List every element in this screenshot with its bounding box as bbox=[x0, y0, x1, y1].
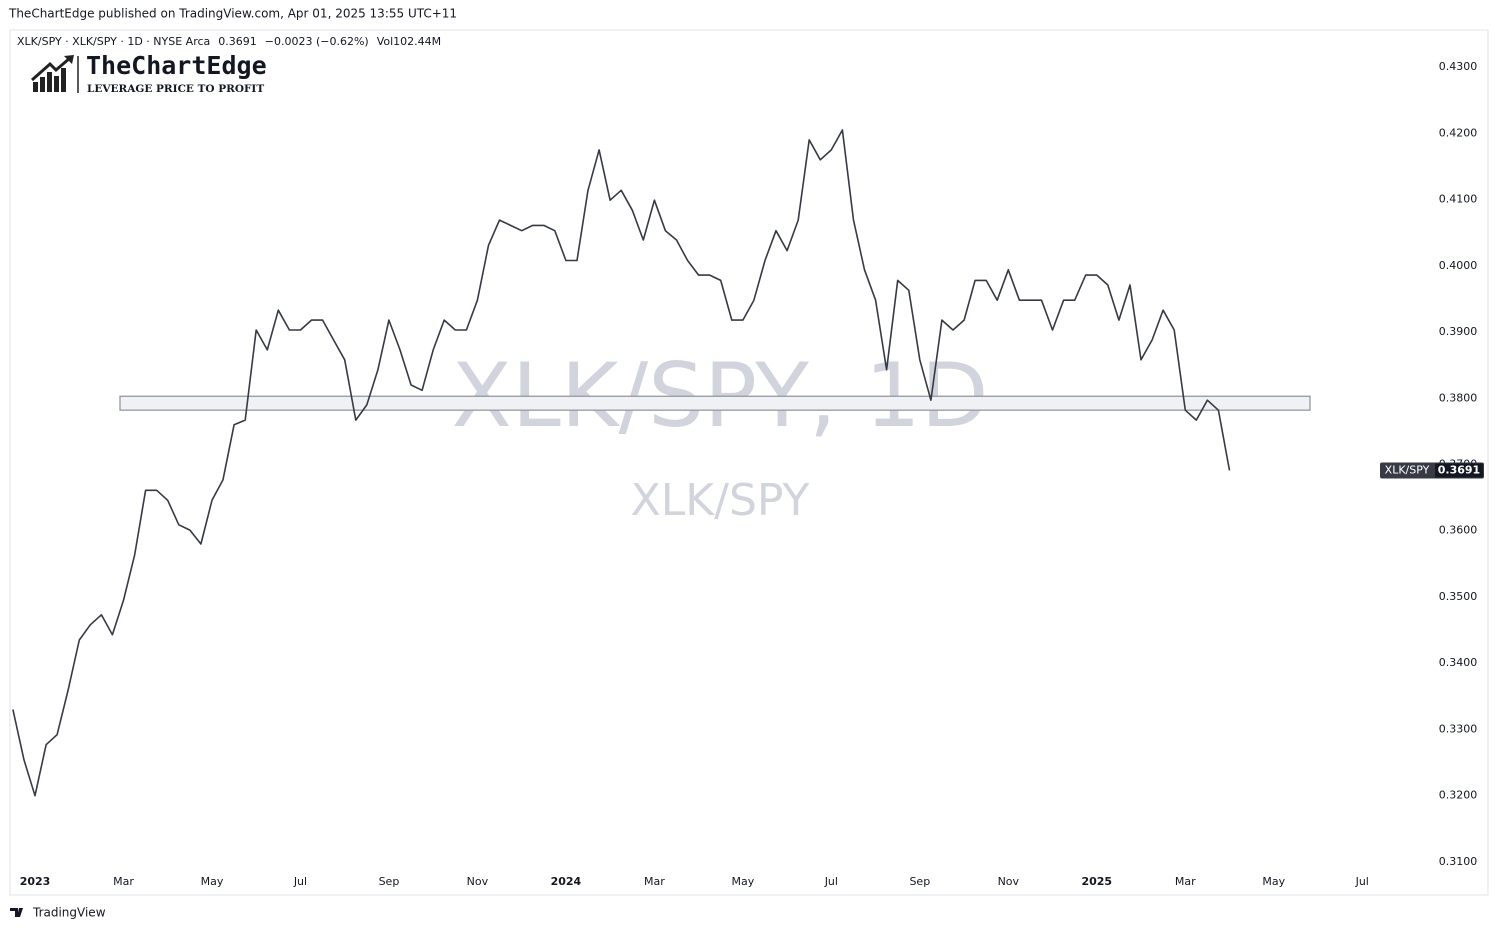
y-tick-label: 0.4100 bbox=[1439, 193, 1478, 206]
y-tick-label: 0.4200 bbox=[1439, 126, 1478, 139]
legend-volume: Vol102.44M bbox=[377, 35, 441, 48]
x-tick-label: Mar bbox=[113, 875, 134, 888]
x-tick-label: Jul bbox=[1355, 875, 1369, 888]
footer: TradingView bbox=[32, 906, 106, 920]
legend-last: 0.3691 bbox=[218, 35, 257, 48]
logo-name: TheChartEdge bbox=[86, 51, 267, 80]
legend-change: −0.0023 (−0.62%) bbox=[265, 35, 369, 48]
x-tick-label: Jul bbox=[293, 875, 307, 888]
y-tick-label: 0.3900 bbox=[1439, 325, 1478, 338]
chart-frame bbox=[9, 29, 1489, 896]
x-tick-label: 2025 bbox=[1081, 875, 1112, 888]
x-tick-label: Jul bbox=[824, 875, 838, 888]
legend: XLK/SPY · XLK/SPY · 1D · NYSE Arca 0.3691… bbox=[17, 35, 441, 48]
y-tick-label: 0.3400 bbox=[1439, 656, 1478, 669]
price-tag-value-bg bbox=[1435, 463, 1483, 478]
x-tick-label: May bbox=[731, 875, 754, 888]
x-tick-label: Nov bbox=[998, 875, 1020, 888]
x-tick-label: Mar bbox=[644, 875, 665, 888]
price-tag-name: XLK/SPY bbox=[1385, 463, 1430, 476]
watermark-main: XLK/SPY, 1D bbox=[451, 344, 988, 447]
tradingview-logo bbox=[10, 908, 23, 917]
y-tick-label: 0.3300 bbox=[1439, 722, 1478, 735]
y-tick-label: 0.4300 bbox=[1439, 60, 1478, 73]
legend-symbol: XLK/SPY · XLK/SPY · 1D · NYSE Arca bbox=[17, 35, 210, 48]
x-tick-label: Mar bbox=[1175, 875, 1196, 888]
y-tick-label: 0.3500 bbox=[1439, 590, 1478, 603]
x-tick-label: Sep bbox=[379, 875, 400, 888]
x-tick-label: Nov bbox=[467, 875, 489, 888]
price-tag-value: 0.3691 bbox=[1438, 463, 1480, 476]
support-zone bbox=[119, 395, 1311, 411]
y-tick-label: 0.3600 bbox=[1439, 524, 1478, 537]
publish-info: TheChartEdge published on TradingView.co… bbox=[8, 7, 457, 21]
x-tick-label: 2024 bbox=[551, 875, 582, 888]
x-tick-label: Sep bbox=[909, 875, 930, 888]
y-tick-label: 0.3200 bbox=[1439, 789, 1478, 802]
x-tick-label: May bbox=[1262, 875, 1285, 888]
logo-icon bbox=[31, 55, 79, 93]
y-tick-label: 0.4000 bbox=[1439, 259, 1478, 272]
y-tick-label: 0.3100 bbox=[1439, 855, 1478, 868]
x-tick-label: 2023 bbox=[20, 875, 51, 888]
y-tick-label: 0.3800 bbox=[1439, 391, 1478, 404]
price-line bbox=[12, 129, 1231, 797]
watermark-sub: XLK/SPY bbox=[631, 475, 810, 526]
x-tick-label: May bbox=[201, 875, 224, 888]
logo-tagline: LEVERAGE PRICE TO PROFIT bbox=[87, 83, 264, 95]
